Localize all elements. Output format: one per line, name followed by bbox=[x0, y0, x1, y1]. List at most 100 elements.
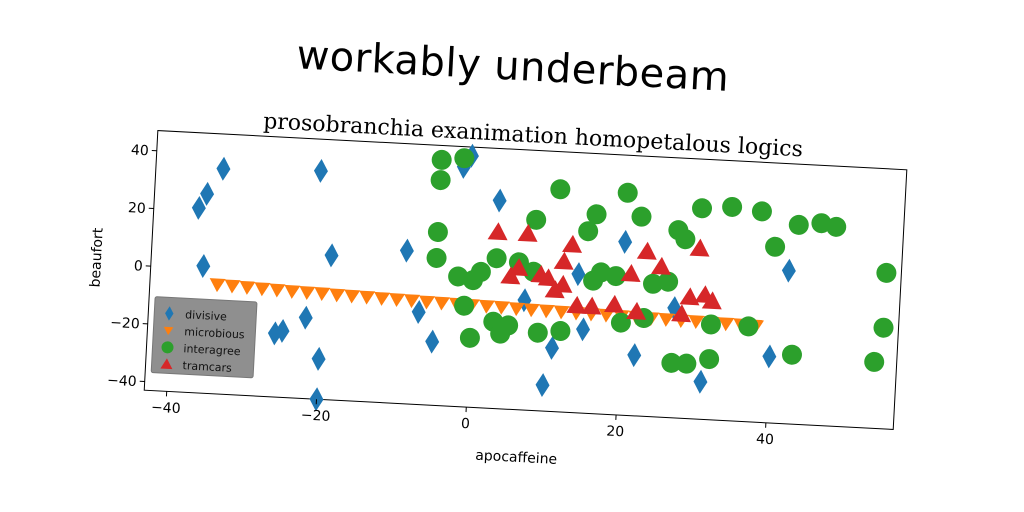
interagree-point bbox=[661, 352, 682, 373]
microbious-point bbox=[284, 284, 301, 299]
microbious-point bbox=[224, 279, 241, 294]
interagree-point bbox=[692, 198, 713, 219]
legend-label-divisive: divisive bbox=[185, 308, 228, 323]
interagree-point bbox=[864, 351, 885, 372]
y-tick-label: 20 bbox=[127, 200, 146, 217]
tramcars-point bbox=[636, 241, 657, 260]
microbious-point bbox=[314, 287, 331, 302]
tramcars-point bbox=[500, 266, 521, 285]
divisive-point bbox=[324, 243, 339, 268]
interagree-point bbox=[668, 220, 689, 241]
tramcars-point bbox=[553, 251, 574, 270]
legend-marker-tramcars bbox=[160, 358, 173, 370]
interagree-point bbox=[722, 196, 743, 217]
interagree-point bbox=[583, 270, 604, 291]
tramcars-point bbox=[487, 222, 508, 241]
microbious-point bbox=[538, 304, 555, 319]
divisive-point bbox=[425, 329, 440, 354]
divisive-point bbox=[576, 317, 591, 342]
divisive-point bbox=[191, 195, 206, 220]
divisive-point bbox=[693, 369, 708, 394]
interagree-point bbox=[578, 221, 599, 242]
plot-area bbox=[143, 130, 908, 430]
interagree-point bbox=[527, 322, 548, 343]
microbious-point bbox=[299, 285, 316, 300]
interagree-point bbox=[470, 261, 491, 282]
interagree-point bbox=[454, 295, 475, 316]
x-tick-label: −20 bbox=[300, 407, 330, 425]
legend-label-tramcars: tramcars bbox=[182, 359, 232, 375]
divisive-point bbox=[275, 318, 290, 343]
tramcars-point bbox=[581, 296, 602, 315]
interagree-point bbox=[430, 170, 451, 191]
tramcars-point bbox=[701, 291, 722, 310]
interagree-point bbox=[751, 201, 772, 222]
interagree-point bbox=[454, 148, 475, 169]
microbious-point bbox=[718, 317, 735, 332]
interagree-point bbox=[610, 312, 631, 333]
microbious-point bbox=[434, 296, 451, 311]
y-tick-label: −40 bbox=[107, 373, 137, 391]
microbious-point bbox=[239, 280, 256, 295]
tramcars-point bbox=[679, 287, 700, 306]
interagree-point bbox=[550, 179, 571, 200]
divisive-point bbox=[399, 238, 414, 263]
axes: −40 −20 0 20 40 −40 −20 0 20 40 bbox=[107, 142, 775, 448]
interagree-point bbox=[486, 248, 507, 269]
tramcars-point bbox=[620, 263, 641, 282]
interagree-point bbox=[781, 344, 802, 365]
microbious-point bbox=[523, 303, 540, 318]
tramcars-point bbox=[603, 294, 624, 313]
tramcars-point bbox=[651, 256, 671, 275]
tramcars-point bbox=[566, 295, 587, 314]
divisive-point bbox=[571, 262, 586, 287]
microbious-point bbox=[658, 312, 675, 327]
divisive-point bbox=[535, 373, 550, 398]
interagree-point bbox=[738, 316, 759, 337]
interagree-point bbox=[700, 314, 721, 335]
divisive-point bbox=[627, 343, 642, 368]
tramcars-point bbox=[562, 234, 583, 253]
microbious-point bbox=[553, 305, 570, 320]
divisive-point bbox=[492, 188, 507, 213]
interagree-point bbox=[526, 209, 547, 230]
y-tick-label: 0 bbox=[133, 258, 143, 274]
tramcars-point bbox=[537, 268, 558, 287]
interagree-point bbox=[490, 323, 511, 344]
tramcars-point bbox=[689, 238, 710, 257]
microbious-point bbox=[254, 282, 271, 297]
interagree-point bbox=[617, 182, 638, 203]
interagree-point bbox=[426, 247, 447, 268]
microbious-point bbox=[419, 295, 436, 310]
microbious-point bbox=[344, 289, 361, 304]
tramcars-point bbox=[671, 304, 692, 323]
interagree-point bbox=[427, 222, 448, 243]
microbious-point bbox=[269, 283, 286, 298]
microbious-point bbox=[508, 302, 525, 317]
interagree-point bbox=[676, 353, 697, 374]
x-tick-label: 0 bbox=[461, 416, 471, 432]
divisive-point bbox=[545, 335, 559, 360]
y-tick-label: 40 bbox=[131, 142, 150, 159]
interagree-point bbox=[431, 149, 452, 170]
interagree-point bbox=[765, 236, 786, 257]
x-tick-label: 20 bbox=[606, 423, 625, 440]
interagree-point bbox=[642, 273, 663, 294]
x-axis-label: apocaffeine bbox=[475, 448, 558, 468]
divisive-point bbox=[411, 300, 426, 325]
legend-label-interagree: interagree bbox=[183, 342, 241, 358]
divisive-point bbox=[298, 305, 313, 330]
microbious-point bbox=[404, 294, 421, 309]
interagree-point bbox=[788, 214, 809, 235]
interagree-point bbox=[876, 262, 897, 283]
tramcars-point bbox=[517, 223, 538, 242]
divisive-point bbox=[762, 344, 777, 369]
legend-label-microbious: microbious bbox=[184, 325, 245, 341]
microbious-point bbox=[329, 288, 346, 303]
interagree-point bbox=[873, 317, 894, 338]
legend-marker-divisive bbox=[165, 306, 174, 321]
microbious-point bbox=[493, 300, 510, 315]
